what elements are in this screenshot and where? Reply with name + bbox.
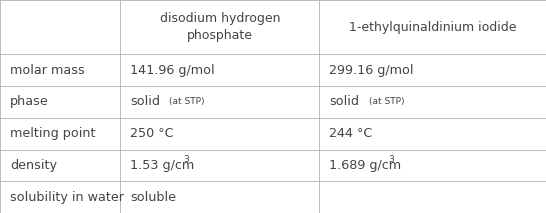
Text: 1-ethylquinaldinium iodide: 1-ethylquinaldinium iodide — [349, 21, 517, 34]
Text: phase: phase — [10, 95, 49, 108]
Text: 1.53 g/cm: 1.53 g/cm — [130, 159, 194, 172]
Text: density: density — [10, 159, 57, 172]
Text: 1.689 g/cm: 1.689 g/cm — [329, 159, 401, 172]
Text: (at STP): (at STP) — [169, 97, 205, 106]
Text: 244 °C: 244 °C — [329, 127, 372, 140]
Text: 250 °C: 250 °C — [130, 127, 174, 140]
Text: solid: solid — [329, 95, 359, 108]
Text: melting point: melting point — [10, 127, 96, 140]
Text: solid: solid — [130, 95, 160, 108]
Text: disodium hydrogen
phosphate: disodium hydrogen phosphate — [159, 12, 280, 42]
Text: (at STP): (at STP) — [369, 97, 404, 106]
Text: solubility in water: solubility in water — [10, 191, 124, 204]
Text: molar mass: molar mass — [10, 64, 85, 77]
Text: 3: 3 — [388, 154, 394, 164]
Text: soluble: soluble — [130, 191, 176, 204]
Text: 141.96 g/mol: 141.96 g/mol — [130, 64, 215, 77]
Text: 3: 3 — [183, 154, 189, 164]
Text: 299.16 g/mol: 299.16 g/mol — [329, 64, 414, 77]
